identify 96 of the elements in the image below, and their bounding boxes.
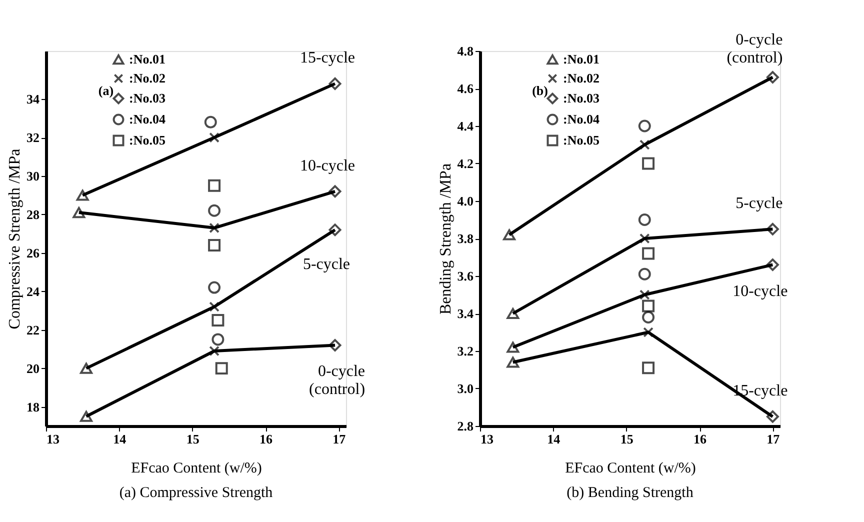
y-tick-label: 30 <box>26 168 40 184</box>
x-tick-label: 15 <box>186 432 200 446</box>
y-tick-label: 4.2 <box>457 156 474 171</box>
series-label: 5-cycle <box>736 195 783 212</box>
y-tick-label: 4.6 <box>457 81 474 96</box>
y-tick-label: 24 <box>26 284 40 299</box>
y-tick-label: 3.0 <box>457 381 474 396</box>
point <box>638 214 651 226</box>
point <box>638 268 651 280</box>
y-axis-title: Compressive Strength /MPa <box>6 148 24 330</box>
point <box>506 308 520 320</box>
point <box>208 238 221 252</box>
point <box>212 314 224 326</box>
y-tick-label: 4.4 <box>457 118 474 134</box>
point <box>503 229 516 240</box>
x-tick-label: 16 <box>260 432 274 446</box>
x-axis-title: EFcao Content (w/%) <box>131 460 262 476</box>
legend-label: :No.05 <box>563 132 600 148</box>
y-tick-label: 20 <box>26 360 40 376</box>
legend-label: :No.04 <box>129 112 166 126</box>
point <box>72 206 86 218</box>
legend-label: :No.03 <box>563 90 600 106</box>
legend-label: :No.05 <box>129 132 166 148</box>
point <box>215 362 228 375</box>
point <box>506 356 520 368</box>
series-label: 10-cycle <box>300 157 356 174</box>
y-tick-label: 4.0 <box>457 194 474 208</box>
legend-label: :No.02 <box>129 70 166 86</box>
point <box>639 140 650 150</box>
point <box>328 185 342 198</box>
x-tick-label: 14 <box>547 432 561 446</box>
y-tick-label: 4.8 <box>457 44 474 58</box>
y-axis-title: Bending Strength /MPa <box>437 163 454 315</box>
y-tick-label: 28 <box>26 206 40 222</box>
x-tick-label: 17 <box>766 432 780 446</box>
y-tick-label: 18 <box>26 399 40 414</box>
point <box>208 179 221 192</box>
point <box>328 77 342 90</box>
series-label: 15-cycle <box>300 50 356 67</box>
x-tick-label: 15 <box>620 432 634 446</box>
x-tick-label: 13 <box>46 432 60 446</box>
y-tick-label: 3.6 <box>457 268 474 284</box>
annotation: (b) <box>532 83 548 98</box>
point <box>642 247 655 260</box>
legend-label: :No.01 <box>129 52 166 66</box>
point <box>208 281 221 294</box>
y-tick-label: 3.8 <box>457 231 474 246</box>
series-label: 10-cycle <box>732 282 788 300</box>
point <box>642 311 655 324</box>
point <box>642 362 655 374</box>
point <box>643 327 654 338</box>
series-label: 0-cycle (control) <box>309 363 366 398</box>
point <box>766 71 779 84</box>
point <box>204 116 217 128</box>
point <box>209 222 220 234</box>
point <box>638 120 651 132</box>
legend-label: :No.01 <box>563 52 600 66</box>
point <box>208 204 221 217</box>
point <box>328 224 342 236</box>
x-tick-label: 17 <box>332 432 346 446</box>
text: (b) Bending Strength <box>566 485 694 501</box>
point <box>766 258 779 271</box>
series-label: 5-cycle <box>302 256 350 273</box>
y-tick-label: 3.2 <box>457 344 474 358</box>
point <box>80 362 92 374</box>
point <box>209 132 220 143</box>
point <box>642 157 655 170</box>
x-tick-label: 16 <box>694 432 708 446</box>
legend-label: :No.02 <box>563 70 600 86</box>
legend-label: :No.04 <box>563 112 600 126</box>
legend-label: :No.03 <box>129 90 166 106</box>
point <box>328 338 342 352</box>
point <box>80 410 92 422</box>
series-label: 15-cycle <box>732 382 788 400</box>
point <box>642 300 655 312</box>
annotation: (a) <box>98 83 114 98</box>
point <box>639 290 650 300</box>
x-tick-label: 13 <box>480 432 494 446</box>
x-axis-title: EFcao Content (w/%) <box>565 460 696 476</box>
y-tick-label: 26 <box>26 245 40 260</box>
x-tick-label: 14 <box>113 432 127 446</box>
point <box>766 222 779 236</box>
point <box>209 302 220 312</box>
y-tick-label: 2.8 <box>457 418 474 434</box>
y-tick-label: 3.4 <box>457 306 474 321</box>
series-label: 0-cycle (control) <box>726 31 783 66</box>
y-tick-label: 22 <box>26 322 40 338</box>
y-tick-label: 34 <box>26 92 40 107</box>
y-tick-label: 32 <box>26 130 40 146</box>
point <box>506 342 520 353</box>
point <box>212 333 224 346</box>
text: (a) Compressive Strength <box>119 485 274 501</box>
point <box>76 190 89 201</box>
point <box>209 346 220 356</box>
point <box>639 233 650 244</box>
point <box>766 410 779 423</box>
